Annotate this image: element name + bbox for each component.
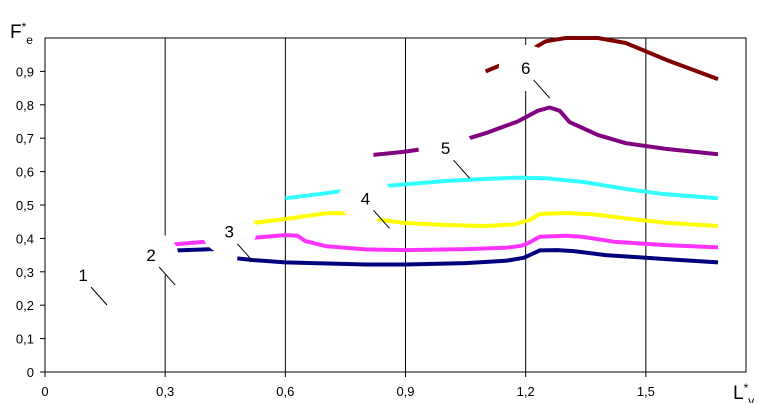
y-tick-label: 0,8 bbox=[16, 98, 34, 113]
curve-label-bg bbox=[124, 232, 179, 279]
curve-label-2: 2 bbox=[146, 246, 155, 265]
curve-label-bg bbox=[418, 125, 473, 172]
y-axis-title: F*e bbox=[10, 20, 33, 47]
series-lines bbox=[84, 36, 719, 267]
leader-line bbox=[236, 243, 254, 263]
series-line-3 bbox=[237, 248, 719, 267]
leader-line bbox=[158, 266, 176, 286]
leader-lines bbox=[90, 79, 551, 306]
curve-label-5: 5 bbox=[441, 139, 450, 158]
y-tick-label: 0,6 bbox=[16, 165, 34, 180]
y-tick-label: 0,1 bbox=[16, 332, 34, 347]
curve-label-bg bbox=[498, 45, 553, 92]
x-tick-label: 0,3 bbox=[156, 384, 174, 399]
x-tick-label: 0 bbox=[41, 384, 48, 399]
series-line-6 bbox=[237, 211, 719, 228]
y-tick-label: 0,3 bbox=[16, 265, 34, 280]
y-tick-label: 0,9 bbox=[16, 64, 34, 79]
y-tick-label: 0,7 bbox=[16, 131, 34, 146]
y-tick-label: 0,4 bbox=[16, 231, 34, 246]
curve-label-4: 4 bbox=[361, 189, 370, 208]
curve-label-3: 3 bbox=[225, 223, 234, 242]
curve-label-bg bbox=[56, 252, 111, 299]
y-tick-label: 0,2 bbox=[16, 298, 34, 313]
y-tick-label: 0 bbox=[27, 365, 34, 380]
curve-label-1: 1 bbox=[78, 266, 87, 285]
leader-line bbox=[533, 79, 551, 99]
grid bbox=[164, 38, 647, 372]
x-axis-title: L*v bbox=[733, 381, 754, 403]
leader-line bbox=[373, 209, 390, 229]
curve-label-bg bbox=[338, 175, 393, 222]
curve-label-6: 6 bbox=[521, 59, 530, 78]
label-backgrounds bbox=[56, 45, 553, 299]
curve-labels: 1 2 3 4 5 6 bbox=[78, 59, 530, 285]
y-axis-ticks: 0 0,1 0,2 0,3 0,4 0,5 0,6 0,7 0,8 0,9 bbox=[16, 64, 45, 380]
curve-label-bg bbox=[202, 208, 257, 255]
y-tick-label: 0,5 bbox=[16, 198, 34, 213]
leader-line bbox=[453, 159, 470, 179]
x-axis-ticks: 0 0,3 0,6 0,9 1,2 1,5 bbox=[41, 372, 655, 399]
series-line-5 bbox=[237, 233, 719, 253]
x-tick-label: 0,6 bbox=[276, 384, 294, 399]
leader-line bbox=[90, 286, 108, 306]
x-tick-label: 0,9 bbox=[396, 384, 414, 399]
x-tick-label: 1,5 bbox=[637, 384, 655, 399]
plot-frame bbox=[44, 37, 747, 373]
x-tick-label: 1,2 bbox=[517, 384, 535, 399]
